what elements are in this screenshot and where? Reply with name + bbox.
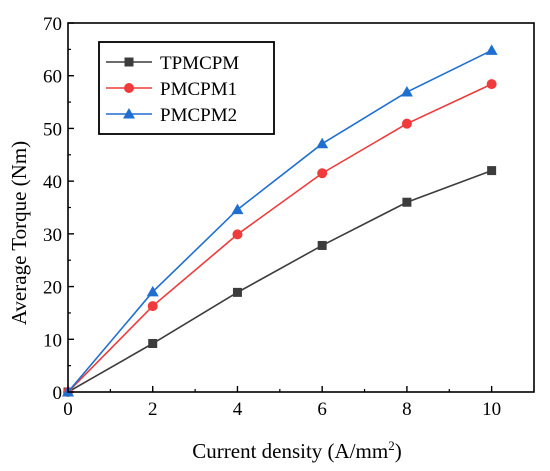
series-tpmcpm-point <box>317 240 327 250</box>
series-layer <box>62 44 498 397</box>
series-pmcpm2-line <box>67 49 492 393</box>
series-pmcpm1-point <box>401 118 412 129</box>
plot-frame <box>67 22 535 393</box>
y-tick-label: 70 <box>43 14 62 35</box>
series-tpmcpm-point <box>402 197 412 207</box>
y-tick-label: 30 <box>43 225 62 246</box>
series-pmcpm1-point <box>486 79 497 90</box>
x-tick-label: 10 <box>482 399 501 420</box>
x-axis-title: Current density (A/mm2) <box>192 438 401 463</box>
x-tick-label: 2 <box>148 399 158 420</box>
series-tpmcpm-point <box>232 287 242 297</box>
series-tpmcpm-line <box>67 169 492 393</box>
legend-tpmcpm-label: TPMCPM <box>160 53 239 74</box>
series-pmcpm2 <box>62 44 498 397</box>
series-pmcpm2-point <box>231 203 244 215</box>
y-tick-label: 40 <box>43 172 62 193</box>
y-tick-label: 50 <box>43 119 62 140</box>
x-axis-title-end: ) <box>395 439 402 463</box>
y-axis-title: Average Torque (Nm) <box>7 141 31 325</box>
series-pmcpm1-point <box>147 301 158 312</box>
series-pmcpm2-point <box>316 137 329 149</box>
legend-pmcpm1-point <box>124 83 134 93</box>
legend: TPMCPM PMCPM1 PMCPM2 <box>98 41 275 135</box>
legend-pmcpm1-label: PMCPM1 <box>160 79 237 100</box>
legend-items: TPMCPM PMCPM1 PMCPM2 <box>106 53 239 126</box>
x-tick-label: 0 <box>63 399 73 420</box>
series-tpmcpm <box>63 166 497 397</box>
series-tpmcpm-point <box>487 166 497 176</box>
x-tick-label: 8 <box>402 399 412 420</box>
series-pmcpm2-point <box>146 285 159 297</box>
legend-pmcpm2: PMCPM2 <box>106 105 237 126</box>
series-pmcpm2-point <box>400 86 413 97</box>
legend-tpmcpm-point <box>124 57 134 67</box>
series-pmcpm2-point <box>485 44 498 55</box>
series-tpmcpm-point <box>148 339 158 349</box>
legend-pmcpm1: PMCPM1 <box>106 79 237 100</box>
legend-pmcpm2-point <box>123 108 135 119</box>
legend-pmcpm2-label: PMCPM2 <box>160 105 237 126</box>
y-tick-label: 10 <box>43 330 62 351</box>
y-tick-label: 60 <box>43 67 62 88</box>
legend-tpmcpm: TPMCPM <box>106 53 239 74</box>
series-pmcpm1-point <box>232 229 243 240</box>
y-tick-label: 20 <box>43 278 62 299</box>
y-tick-label: 0 <box>53 383 63 404</box>
x-tick-label: 6 <box>317 399 327 420</box>
series-pmcpm1-line <box>67 83 492 393</box>
series-pmcpm1-point <box>317 168 328 179</box>
x-tick-label: 4 <box>233 399 243 420</box>
x-axis-title-superscript: 2 <box>388 438 395 453</box>
axis-ticks: 0 2 4 6 8 10 0 10 20 30 40 50 60 70 <box>43 14 501 420</box>
